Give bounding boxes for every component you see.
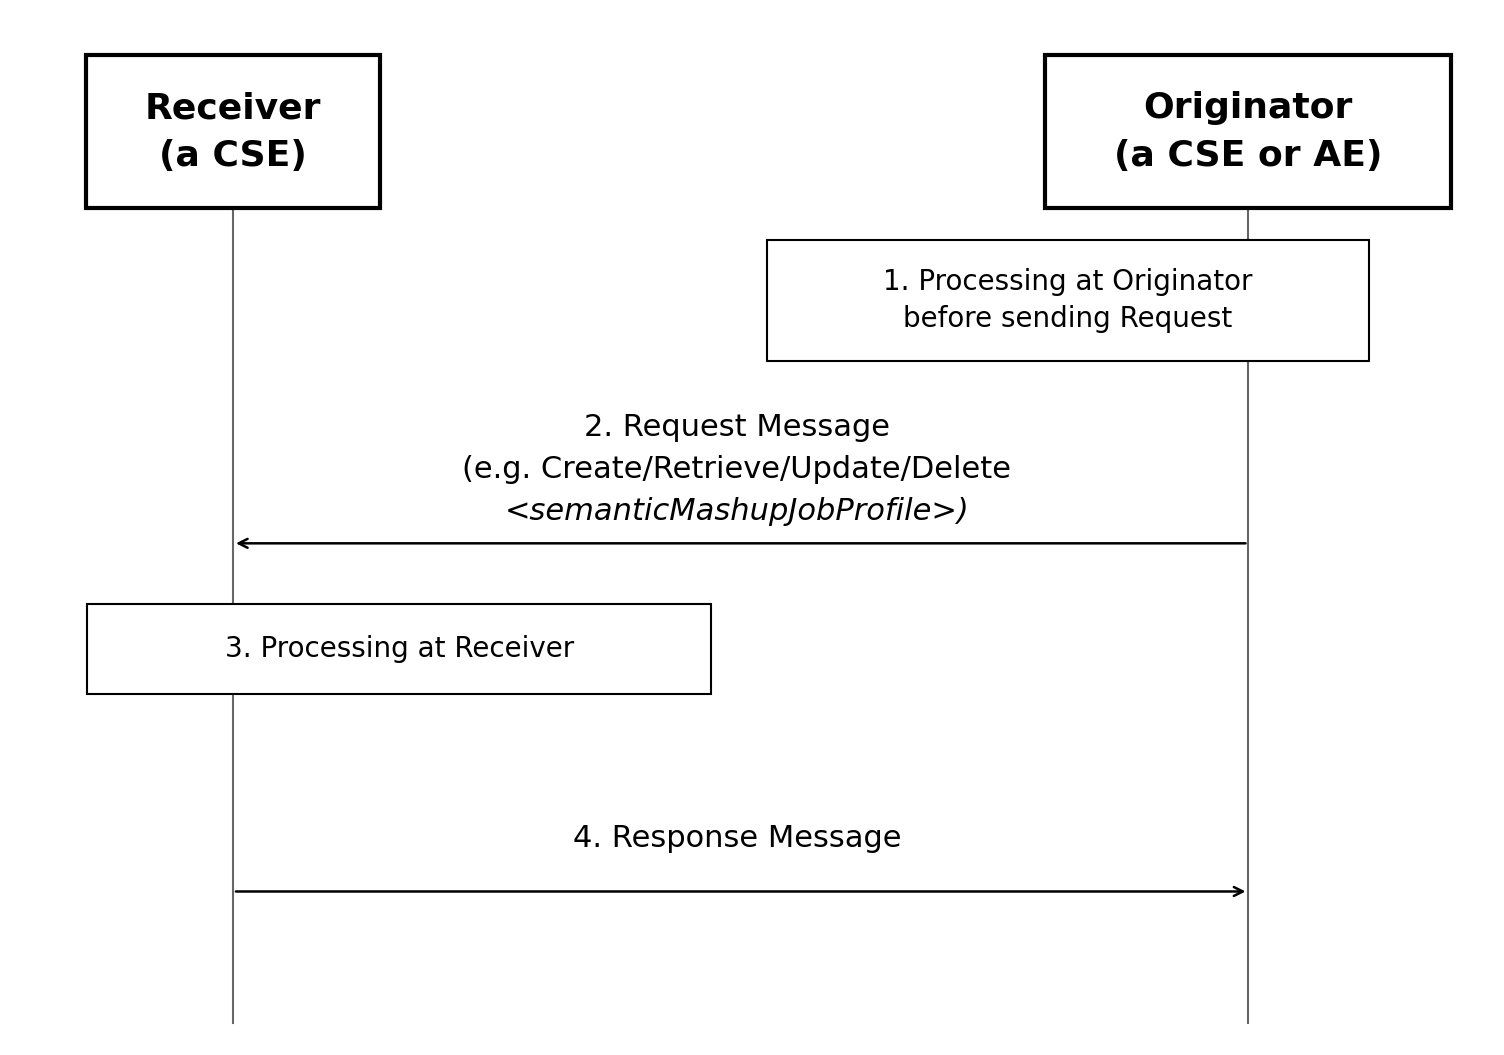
Text: Receiver
(a CSE): Receiver (a CSE) — [144, 91, 322, 173]
Text: <semanticMashupJobProfile>): <semanticMashupJobProfile>) — [504, 497, 970, 526]
Bar — [767, 241, 1369, 361]
Bar — [1045, 55, 1451, 208]
Text: (e.g. Create/Retrieve/Update/Delete: (e.g. Create/Retrieve/Update/Delete — [462, 455, 1012, 484]
Text: Originator
(a CSE or AE): Originator (a CSE or AE) — [1114, 91, 1382, 173]
Bar — [87, 603, 711, 694]
Text: 4. Response Message: 4. Response Message — [573, 824, 901, 853]
Bar — [86, 55, 379, 208]
Text: 1. Processing at Originator
before sending Request: 1. Processing at Originator before sendi… — [883, 268, 1253, 333]
Text: 2. Request Message: 2. Request Message — [584, 413, 890, 442]
Text: 3. Processing at Receiver: 3. Processing at Receiver — [224, 635, 575, 663]
